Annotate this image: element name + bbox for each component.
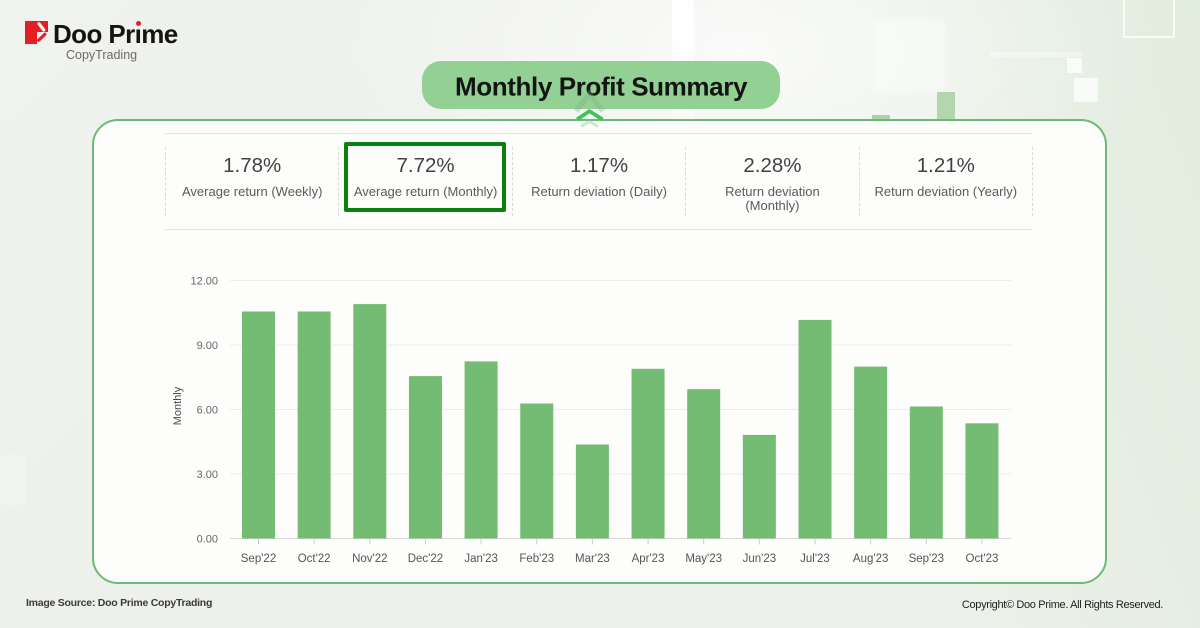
svg-text:Feb'23: Feb'23 (519, 553, 554, 565)
svg-text:Mar'23: Mar'23 (575, 553, 610, 565)
svg-text:Sep'23: Sep'23 (909, 553, 944, 565)
svg-text:6.00: 6.00 (197, 405, 218, 417)
svg-text:9.00: 9.00 (197, 340, 218, 352)
svg-text:Apr'23: Apr'23 (632, 553, 665, 565)
svg-text:Jan'23: Jan'23 (464, 553, 498, 565)
svg-text:0.00: 0.00 (197, 534, 218, 546)
svg-text:Monthly: Monthly (172, 386, 184, 425)
svg-text:Dec'22: Dec'22 (408, 553, 443, 565)
svg-text:Aug'23: Aug'23 (853, 553, 888, 565)
svg-text:3.00: 3.00 (197, 469, 218, 481)
svg-text:May'23: May'23 (685, 553, 722, 565)
svg-text:Jul'23: Jul'23 (800, 553, 830, 565)
svg-text:Oct'23: Oct'23 (966, 553, 999, 565)
svg-text:12.00: 12.00 (190, 276, 218, 288)
svg-text:Nov'22: Nov'22 (352, 553, 387, 565)
svg-text:Oct'22: Oct'22 (298, 553, 331, 565)
svg-text:Jun'23: Jun'23 (743, 553, 777, 565)
svg-text:Sep'22: Sep'22 (241, 553, 276, 565)
